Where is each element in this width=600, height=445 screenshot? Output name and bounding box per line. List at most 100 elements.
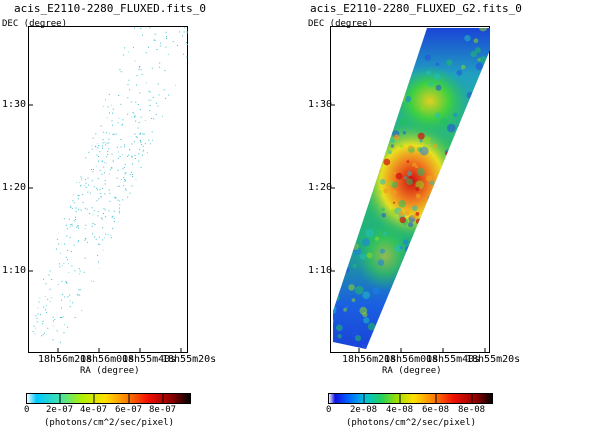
photon-dot [165, 328, 167, 330]
photon-dot [152, 156, 154, 158]
photon-dot [36, 283, 38, 285]
photon-dot [140, 132, 142, 134]
photon-dot [40, 314, 42, 316]
photon-dot [185, 281, 187, 283]
hot-blob [409, 175, 413, 180]
photon-dot [47, 327, 49, 329]
photon-dot [114, 263, 116, 265]
photon-dot [74, 111, 75, 113]
photon-dot [54, 199, 56, 201]
photon-dot [37, 313, 39, 315]
photon-dot [173, 149, 175, 151]
photon-dot [30, 65, 31, 66]
left-colorbar-unit: (photons/cm^2/sec/pixel) [44, 418, 175, 428]
photon-dot [63, 192, 65, 194]
photon-dot [49, 301, 51, 303]
photon-dot [134, 155, 136, 157]
photon-dot [48, 172, 50, 174]
photon-dot [61, 265, 63, 267]
noise-blob [467, 146, 471, 150]
noise-blob [470, 50, 477, 58]
photon-dot [176, 128, 177, 130]
photon-dot [48, 154, 50, 156]
hot-blob [433, 144, 437, 148]
photon-dot [49, 288, 51, 290]
noise-blob [447, 123, 456, 133]
left-cb-tick-3: 4e-07 [80, 405, 108, 415]
photon-dot [54, 217, 56, 219]
photon-dot [161, 339, 162, 341]
photon-dot [147, 157, 149, 159]
photon-dot [184, 197, 186, 198]
noise-blob [399, 144, 404, 148]
photon-dot [149, 220, 151, 222]
photon-dot [56, 54, 57, 55]
photon-dot [92, 63, 94, 65]
noise-blob [391, 42, 395, 46]
photon-dot [45, 157, 47, 159]
photon-dot [99, 169, 101, 171]
photon-dot [98, 198, 100, 200]
photon-dot [164, 187, 166, 189]
photon-dot [128, 244, 130, 246]
photon-dot [175, 132, 177, 134]
photon-dot [163, 144, 165, 146]
photon-dot [172, 192, 174, 194]
photon-dot [55, 130, 57, 131]
photon-dot [70, 126, 72, 128]
photon-dot [169, 240, 171, 242]
photon-dot [122, 119, 124, 121]
noise-blob [368, 67, 376, 74]
photon-dot [164, 172, 166, 174]
photon-dot [33, 124, 35, 126]
photon-dot [32, 73, 34, 75]
photon-dot [170, 153, 172, 155]
photon-dot [145, 82, 147, 84]
right-colorbar-unit: (photons/cm^2/sec/pixel) [346, 418, 477, 428]
photon-dot [57, 228, 59, 230]
photon-dot [69, 189, 71, 191]
photon-dot [38, 153, 39, 155]
hot-blob [391, 190, 397, 196]
photon-dot [173, 211, 175, 213]
photon-dot [56, 181, 58, 183]
photon-dot [119, 69, 121, 70]
noise-blob [406, 178, 414, 185]
noise-blob [346, 189, 353, 195]
photon-dot [170, 256, 172, 258]
photon-dot [97, 331, 99, 333]
photon-dot [57, 50, 59, 52]
photon-dot [53, 145, 55, 147]
photon-dot [31, 236, 32, 237]
noise-blob [382, 126, 386, 130]
noise-blob [447, 262, 455, 269]
noise-blob [484, 86, 488, 90]
photon-dot [133, 204, 135, 206]
photon-dot [164, 70, 166, 72]
photon-dot [48, 168, 50, 170]
photon-dot [153, 209, 155, 211]
photon-dot [131, 185, 133, 187]
noise-blob [467, 214, 471, 218]
photon-dot [180, 104, 182, 106]
noise-blob [341, 108, 348, 116]
photon-dot [105, 216, 107, 218]
photon-dot [30, 197, 31, 198]
photon-dot [102, 334, 104, 336]
photon-dot [152, 283, 154, 285]
photon-dot [44, 117, 46, 119]
photon-dot [174, 249, 176, 251]
photon-dot [112, 238, 114, 240]
photon-dot [94, 343, 96, 345]
photon-dot [172, 160, 174, 162]
noise-blob [358, 115, 364, 121]
photon-dot [70, 251, 72, 253]
photon-dot [71, 225, 73, 227]
photon-dot [184, 154, 186, 155]
noise-blob [428, 220, 432, 225]
photon-dot [109, 261, 111, 263]
photon-dot [115, 37, 116, 39]
photon-dot [180, 241, 181, 243]
noise-blob [362, 312, 368, 318]
photon-dot [88, 323, 90, 324]
